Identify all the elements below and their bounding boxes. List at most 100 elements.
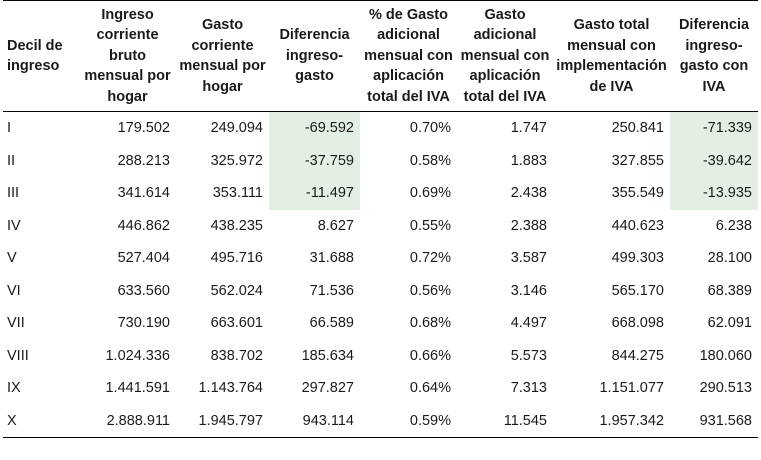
cell-decil: X: [7, 412, 17, 429]
cell-ingreso: 1.024.336: [105, 347, 170, 364]
cell-decil: V: [7, 250, 17, 267]
cell-diferencia-iva: -39.642: [670, 144, 758, 177]
cell-decil: VIII: [7, 347, 29, 364]
table-body: I 179.502 249.094 -69.592 0.70% 1.747 250.841-…: [3, 111, 758, 438]
cell-diferencia-iva: 68.389: [707, 282, 752, 299]
cell-pct-gasto-iva: 0.59%: [409, 412, 451, 429]
table-row: VI 633.560 562.024 71.536 0.56% 3.146 565.170 6…: [3, 275, 758, 308]
table-row: IV 446.862 438.235 8.627 0.55% 2.388 440.623 6.…: [3, 210, 758, 243]
cell-diferencia: 71.536: [309, 282, 354, 299]
table-row: VIII 1.024.336 838.702 185.634 0.66% 5.573 844…: [3, 340, 758, 373]
cell-gasto-total-iva: 440.623: [611, 217, 664, 234]
cell-diferencia: 66.589: [309, 315, 354, 332]
cell-diferencia: 8.627: [317, 217, 354, 234]
cell-ingreso: 446.862: [117, 217, 170, 234]
cell-ingreso: 730.190: [117, 315, 170, 332]
cell-gasto-adicional-iva: 7.313: [510, 380, 547, 397]
cell-diferencia: 185.634: [301, 347, 354, 364]
cell-gasto-adicional-iva: 2.388: [510, 217, 547, 234]
table-row: II 288.213 325.972 -37.759 0.58% 1.883 327.855…: [3, 144, 758, 177]
cell-pct-gasto-iva: 0.56%: [409, 282, 451, 299]
header-gasto-total-iva: Gasto total mensual con implementación d…: [556, 17, 667, 95]
cell-pct-gasto-iva: 0.64%: [409, 380, 451, 397]
cell-ingreso: 633.560: [117, 282, 170, 299]
cell-decil: IX: [7, 380, 21, 397]
header-gasto: Gasto corriente mensual por hogar: [179, 17, 266, 95]
cell-gasto: 838.702: [210, 347, 263, 364]
cell-gasto-adicional-iva: 11.545: [503, 412, 547, 429]
cell-ingreso: 1.441.591: [105, 380, 170, 397]
cell-gasto-total-iva: 1.151.077: [599, 380, 664, 397]
header-ingreso: Ingreso corriente bruto mensual por hoga…: [84, 6, 171, 105]
cell-ingreso: 288.213: [117, 152, 170, 169]
cell-gasto: 663.601: [210, 315, 263, 332]
cell-gasto-total-iva: 844.275: [611, 347, 664, 364]
cell-gasto: 438.235: [210, 217, 263, 234]
cell-gasto: 495.716: [210, 250, 263, 267]
income-expense-table: Decil de ingreso Ingreso corriente bruto…: [3, 0, 758, 438]
cell-decil: IV: [7, 217, 21, 234]
cell-gasto-adicional-iva: 2.438: [510, 185, 547, 202]
cell-gasto-adicional-iva: 3.587: [510, 250, 547, 267]
header-decil: Decil de ingreso: [7, 37, 63, 75]
table-row: I 179.502 249.094 -69.592 0.70% 1.747 250.841-…: [3, 111, 758, 145]
cell-diferencia-iva: -13.935: [670, 177, 758, 210]
cell-decil: I: [7, 120, 12, 137]
cell-pct-gasto-iva: 0.58%: [409, 152, 451, 169]
cell-gasto: 325.972: [210, 152, 263, 169]
cell-gasto: 1.143.764: [198, 380, 263, 397]
table-header: Decil de ingreso Ingreso corriente bruto…: [3, 0, 758, 112]
header-diferencia-iva: Diferencia ingreso-gasto con IVA: [678, 17, 750, 95]
cell-gasto-total-iva: 565.170: [611, 282, 664, 299]
cell-pct-gasto-iva: 0.68%: [409, 315, 451, 332]
cell-decil: II: [7, 152, 16, 169]
cell-gasto-adicional-iva: 1.747: [510, 120, 547, 137]
cell-diferencia-iva: -71.339: [670, 111, 758, 145]
cell-gasto: 249.094: [210, 120, 263, 137]
table-row: X 2.888.911 1.945.797 943.114 0.59% 11.545 1.9…: [3, 405, 758, 438]
cell-gasto-adicional-iva: 5.573: [510, 347, 547, 364]
cell-pct-gasto-iva: 0.72%: [409, 250, 451, 267]
cell-gasto: 1.945.797: [198, 412, 263, 429]
cell-diferencia: 297.827: [301, 380, 354, 397]
table-row: III 341.614 353.111 -11.497 0.69% 2.438 355.54…: [3, 177, 758, 210]
cell-ingreso: 527.404: [117, 250, 170, 267]
table-row: IX 1.441.591 1.143.764 297.827 0.64% 7.313 1.1…: [3, 372, 758, 405]
header-diferencia: Diferencia ingreso-gasto: [279, 27, 350, 85]
cell-diferencia-iva: 62.091: [707, 315, 752, 332]
cell-diferencia-iva: 6.238: [715, 217, 752, 234]
cell-diferencia: -37.759: [269, 144, 360, 177]
cell-gasto-total-iva: 499.303: [611, 250, 664, 267]
header-gasto-adicional-iva: Gasto adicional mensual con aplicación t…: [460, 6, 550, 105]
cell-gasto-adicional-iva: 1.883: [510, 152, 547, 169]
cell-diferencia-iva: 290.513: [699, 380, 752, 397]
cell-diferencia: 31.688: [309, 250, 354, 267]
cell-ingreso: 2.888.911: [106, 412, 170, 429]
cell-diferencia-iva: 931.568: [699, 412, 752, 429]
cell-diferencia-iva: 180.060: [699, 347, 752, 364]
cell-ingreso: 341.614: [117, 185, 170, 202]
cell-gasto: 562.024: [210, 282, 263, 299]
cell-diferencia: -11.497: [269, 177, 360, 210]
cell-pct-gasto-iva: 0.66%: [409, 347, 451, 364]
cell-pct-gasto-iva: 0.55%: [409, 217, 451, 234]
cell-gasto-adicional-iva: 4.497: [510, 315, 547, 332]
cell-diferencia: -69.592: [269, 111, 360, 145]
cell-pct-gasto-iva: 0.70%: [409, 120, 451, 137]
cell-gasto-total-iva: 1.957.342: [599, 412, 664, 429]
cell-gasto-total-iva: 668.098: [611, 315, 664, 332]
cell-decil: VII: [7, 315, 25, 332]
cell-gasto-total-iva: 250.841: [611, 120, 664, 137]
cell-gasto: 353.111: [212, 185, 263, 202]
cell-diferencia-iva: 28.100: [707, 250, 752, 267]
cell-decil: III: [7, 185, 20, 202]
cell-gasto-total-iva: 327.855: [611, 152, 664, 169]
table-row: VII 730.190 663.601 66.589 0.68% 4.497 668.098…: [3, 307, 758, 340]
cell-gasto-adicional-iva: 3.146: [510, 282, 547, 299]
cell-ingreso: 179.502: [117, 120, 170, 137]
cell-decil: VI: [7, 282, 21, 299]
header-row: Decil de ingreso Ingreso corriente bruto…: [3, 0, 758, 112]
cell-gasto-total-iva: 355.549: [611, 185, 664, 202]
cell-pct-gasto-iva: 0.69%: [409, 185, 451, 202]
cell-diferencia: 943.114: [302, 412, 354, 429]
